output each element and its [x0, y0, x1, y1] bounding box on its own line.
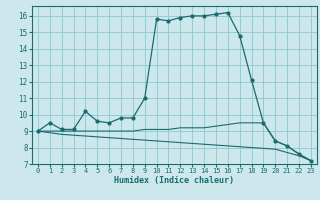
X-axis label: Humidex (Indice chaleur): Humidex (Indice chaleur)	[115, 176, 234, 185]
